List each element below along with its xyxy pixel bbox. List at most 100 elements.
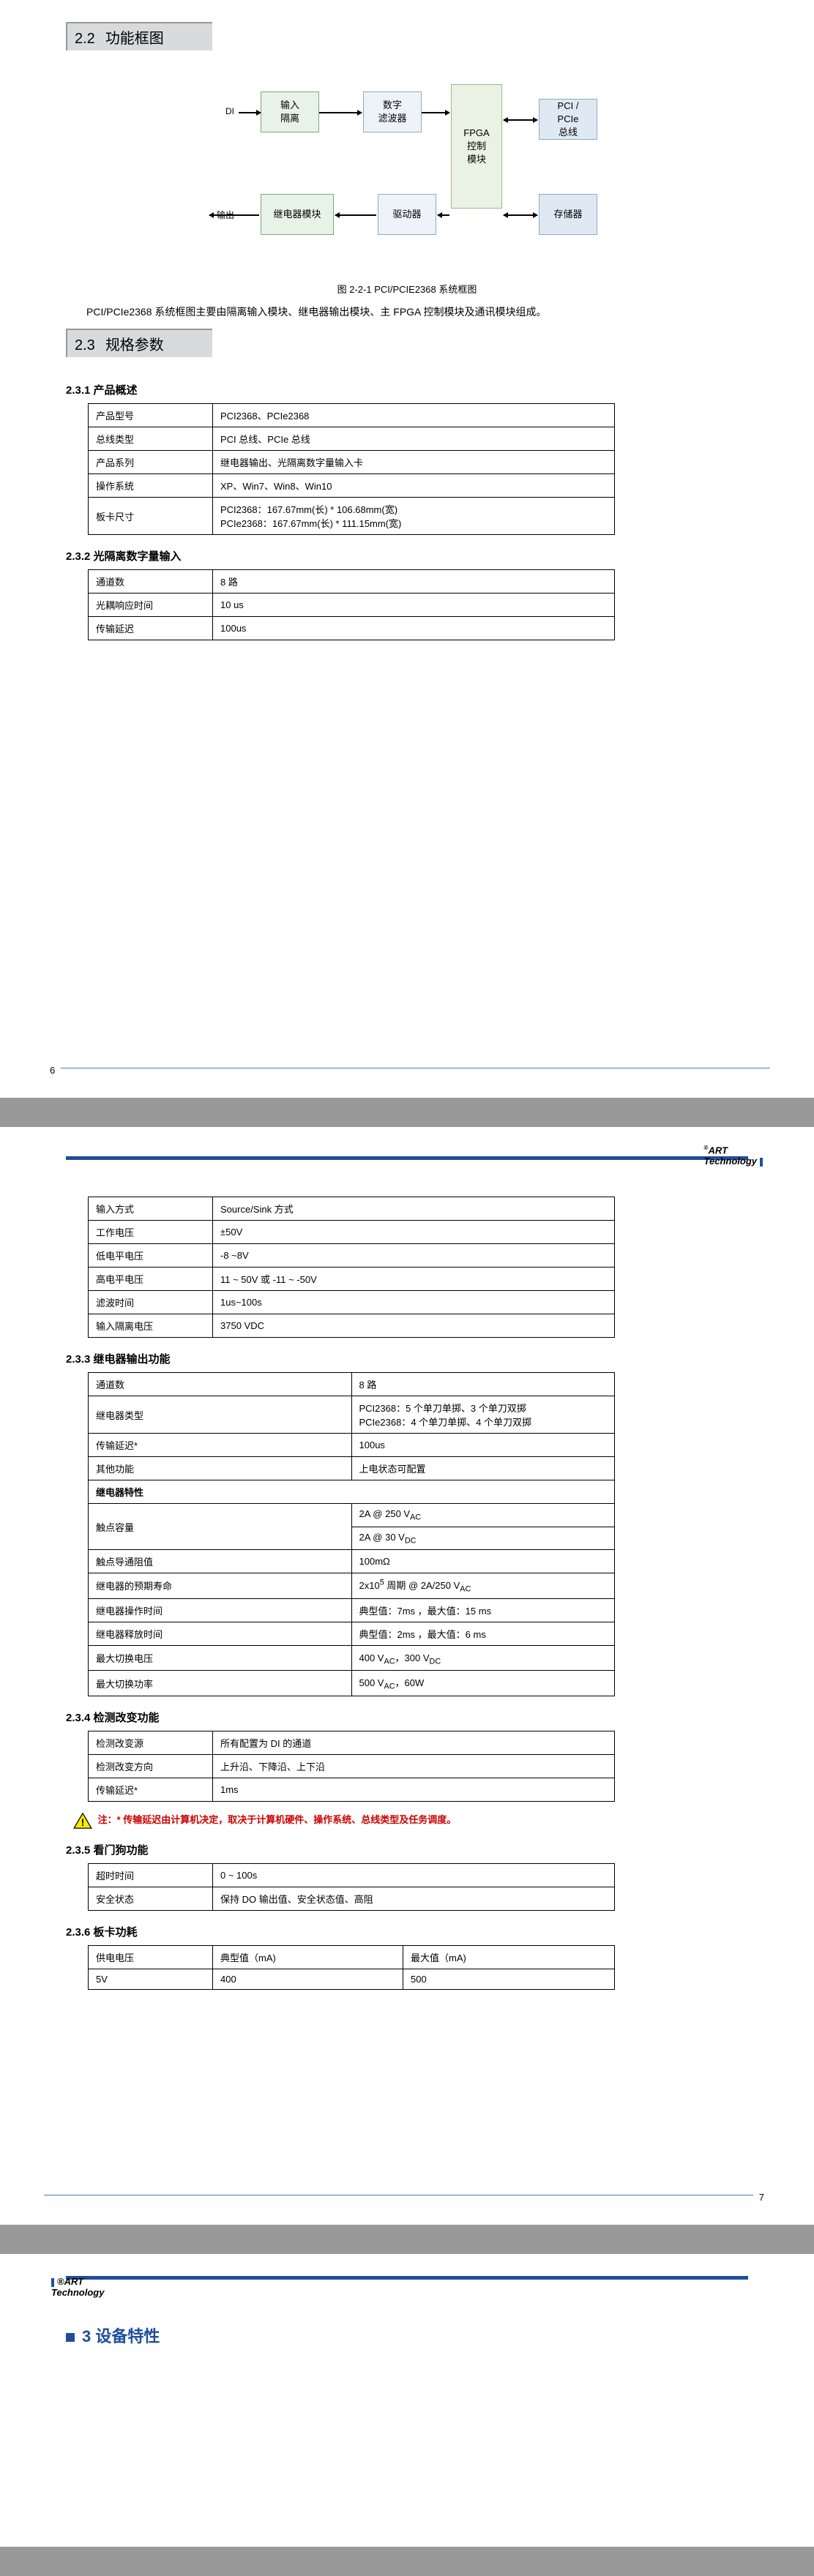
body-text-22: PCI/PCIe2368 系统框图主要由隔离输入模块、继电器输出模块、主 FPG…	[66, 303, 748, 321]
table-cell: 超时时间	[89, 1863, 213, 1887]
table-header-cell: 典型值（mA)	[213, 1945, 403, 1969]
table-cell: 典型值：2ms ，最大值：6 ms	[351, 1622, 615, 1645]
table-cell: 继电器的预期寿命	[89, 1573, 352, 1599]
table-233: 通道数8 路继电器类型PCI2368：5 个单刀单掷、3 个单刀双掷PCIe23…	[88, 1372, 615, 1696]
table-cell: 1us~100s	[213, 1291, 615, 1314]
table-cell: 继电器类型	[89, 1396, 352, 1434]
table-cell: 8 路	[213, 570, 615, 594]
table-cell: 传输延迟*	[89, 1434, 352, 1457]
table-cell: 检测改变源	[89, 1731, 213, 1754]
table-cell: 其他功能	[89, 1457, 352, 1480]
arrow	[209, 214, 259, 216]
table-cell: 400 VAC，300 VDC	[351, 1645, 615, 1671]
table-cell: 100us	[213, 617, 615, 640]
box-storage: 存储器	[539, 194, 597, 235]
table-merged-header: 继电器特性	[89, 1480, 615, 1504]
box-input-isolation: 输入隔离	[261, 91, 319, 132]
table-235: 超时时间0 ~ 100s安全状态保持 DO 输出值、安全状态值、高阻	[88, 1863, 615, 1911]
section-num: 2.2	[75, 31, 95, 47]
table-cell: 所有配置为 DI 的通道	[213, 1731, 615, 1754]
table-cell: 低电平电压	[89, 1244, 213, 1268]
table-234: 检测改变源所有配置为 DI 的通道检测改变方向上升沿、下降沿、上下沿传输延迟*1…	[88, 1731, 615, 1802]
note-warning: ! 注：* 传输延迟由计算机决定，取决于计算机硬件、操作系统、总线类型及任务调度…	[102, 1812, 748, 1829]
subsection-234: 2.3.4 检测改变功能	[66, 1710, 748, 1725]
chapter-3-heading: 3 设备特性	[66, 2324, 748, 2347]
section-title: 功能框图	[105, 31, 164, 47]
page-3: ®ARTTechnology 3 设备特性	[0, 2254, 814, 2547]
bullet-icon	[66, 2333, 75, 2342]
table-cell: 滤波时间	[89, 1291, 213, 1314]
table-cell: 保持 DO 输出值、安全状态值、高阻	[213, 1887, 615, 1910]
table-cell: 操作系统	[89, 474, 213, 498]
page-1: 2.2 功能框图 DI 输出 输入隔离 数字滤波器 FPGA控制模块 PCI /P…	[0, 0, 814, 1098]
table-cell: 500	[403, 1969, 615, 1989]
table-cell: 产品系列	[89, 451, 213, 474]
subsection-231: 2.3.1 产品概述	[66, 382, 748, 397]
table-cell: 光耦响应时间	[89, 594, 213, 617]
table-cell: 最大切换电压	[89, 1645, 352, 1671]
svg-text:!: !	[81, 1816, 85, 1827]
subsection-232: 2.3.2 光隔离数字量输入	[66, 548, 748, 564]
page-number: 6	[44, 1065, 61, 1076]
section-num: 2.3	[75, 337, 95, 353]
logo: ®ARTTechnology	[704, 1145, 763, 1167]
table-cell: 最大切换功率	[89, 1671, 352, 1696]
table-cell: 通道数	[89, 1373, 352, 1396]
table-cell: 典型值：7ms ，最大值：15 ms	[351, 1598, 615, 1622]
table-cell: -8 ~8V	[213, 1244, 615, 1268]
arrow	[504, 214, 537, 216]
table-cell: 0 ~ 100s	[213, 1863, 615, 1887]
section-2-2-heading: 2.2 功能框图	[66, 22, 212, 50]
top-bar	[66, 2276, 748, 2280]
table-cell: PCI2368：167.67mm(长) * 106.68mm(宽)PCIe236…	[213, 498, 615, 535]
logo: ®ARTTechnology	[51, 2276, 104, 2298]
table-cell: 10 us	[213, 594, 615, 617]
subsection-236: 2.3.6 板卡功耗	[66, 1924, 748, 1939]
table-header-cell: 供电电压	[89, 1945, 213, 1969]
table-232: 通道数8 路光耦响应时间10 us传输延迟100us	[88, 569, 615, 640]
table-cell: 5V	[89, 1969, 213, 1989]
table-cell: 8 路	[351, 1373, 615, 1396]
table-231: 产品型号PCI2368、PCIe2368总线类型PCI 总线、PCIe 总线产品…	[88, 403, 615, 535]
arrow	[335, 214, 376, 216]
table-cell: 板卡尺寸	[89, 498, 213, 535]
arrow	[504, 119, 537, 121]
note-text: 注：* 传输延迟由计算机决定，取决于计算机硬件、操作系统、总线类型及任务调度。	[98, 1814, 457, 1825]
table-236: 供电电压典型值（mA)最大值（mA) 5V400500	[88, 1945, 615, 1990]
page-2: ®ARTTechnology 输入方式Source/Sink 方式工作电压±50…	[0, 1127, 814, 2225]
table-cell: 检测改变方向	[89, 1754, 213, 1778]
table-cell: 1ms	[213, 1778, 615, 1801]
table-header-cell: 最大值（mA)	[403, 1945, 615, 1969]
label-di: DI	[225, 106, 234, 116]
table-cell: 工作电压	[89, 1221, 213, 1244]
table-cell: 上升沿、下降沿、上下沿	[213, 1754, 615, 1778]
table-cell: 总线类型	[89, 427, 213, 451]
table-cell: 传输延迟	[89, 617, 213, 640]
table-cell: 2A @ 250 VAC	[351, 1504, 615, 1527]
block-diagram: DI 输出 输入隔离 数字滤波器 FPGA控制模块 PCI /PCIe总线 存储…	[187, 77, 627, 267]
subsection-233: 2.3.3 继电器输出功能	[66, 1351, 748, 1366]
box-fpga: FPGA控制模块	[451, 84, 502, 209]
arrow	[319, 112, 362, 113]
table-cell: 传输延迟*	[89, 1778, 213, 1801]
table-cell: 2x105 周期 @ 2A/250 VAC	[351, 1573, 615, 1599]
chapter-title: 3 设备特性	[82, 2327, 160, 2345]
arrow	[239, 112, 261, 113]
table-cell: ±50V	[213, 1221, 615, 1244]
table-cell: 2A @ 30 VDC	[351, 1527, 615, 1550]
table-cell: PCI 总线、PCIe 总线	[213, 427, 615, 451]
table-cell: 产品型号	[89, 404, 213, 427]
table-cell: 继电器释放时间	[89, 1622, 352, 1645]
table-cell: PCI2368：5 个单刀单掷、3 个单刀双掷PCIe2368：4 个单刀单掷、…	[351, 1396, 615, 1434]
table-cell: Source/Sink 方式	[213, 1197, 615, 1221]
table-cell: 触点导通阻值	[89, 1550, 352, 1573]
arrow	[438, 214, 449, 216]
table-cell: 100mΩ	[351, 1550, 615, 1573]
table-cell: 高电平电压	[89, 1268, 213, 1291]
figure-caption: 图 2-2-1 PCI/PCIE2368 系统框图	[66, 282, 748, 296]
table-cell: 上电状态可配置	[351, 1457, 615, 1480]
table-cell: 通道数	[89, 570, 213, 594]
table-cell: 400	[213, 1969, 403, 1989]
section-title: 规格参数	[105, 337, 164, 353]
warning-icon: !	[73, 1813, 92, 1829]
